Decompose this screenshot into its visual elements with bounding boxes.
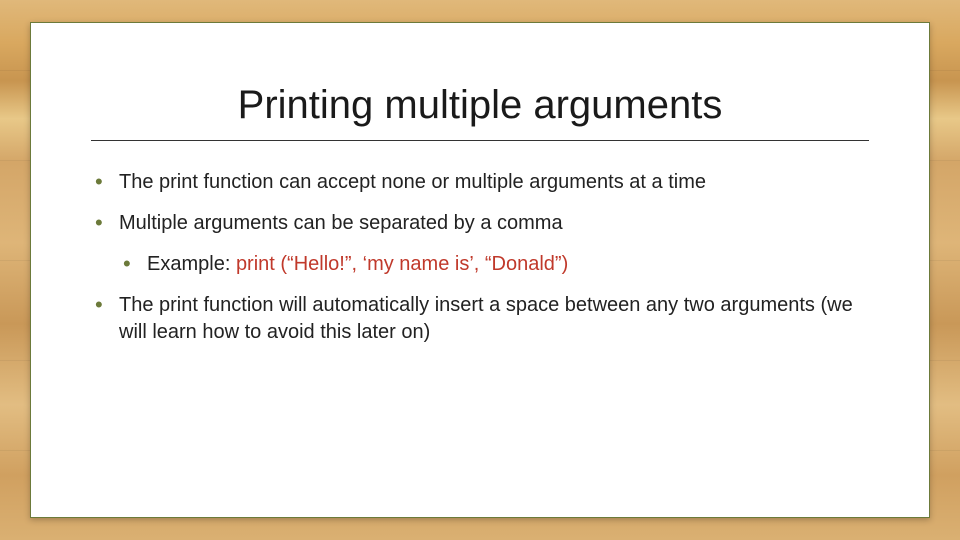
title-rule bbox=[91, 140, 869, 141]
sub-bullet-item: Example: print (“Hello!”, ‘my name is’, … bbox=[119, 251, 869, 278]
slide-title: Printing multiple arguments bbox=[91, 83, 869, 128]
slide-card: Printing multiple arguments The print fu… bbox=[30, 22, 930, 518]
bullet-text: The print function will automatically in… bbox=[119, 294, 853, 343]
bullet-list: The print function can accept none or mu… bbox=[91, 169, 869, 346]
bullet-text: Multiple arguments can be separated by a… bbox=[119, 212, 563, 234]
example-code: print (“Hello!”, ‘my name is’, “Donald”) bbox=[236, 253, 568, 275]
sub-bullet-list: Example: print (“Hello!”, ‘my name is’, … bbox=[119, 251, 869, 278]
bullet-item: Multiple arguments can be separated by a… bbox=[91, 210, 869, 278]
bullet-item: The print function can accept none or mu… bbox=[91, 169, 869, 196]
bullet-text: The print function can accept none or mu… bbox=[119, 171, 706, 193]
bullet-item: The print function will automatically in… bbox=[91, 292, 869, 346]
example-prefix: Example: bbox=[147, 253, 236, 275]
